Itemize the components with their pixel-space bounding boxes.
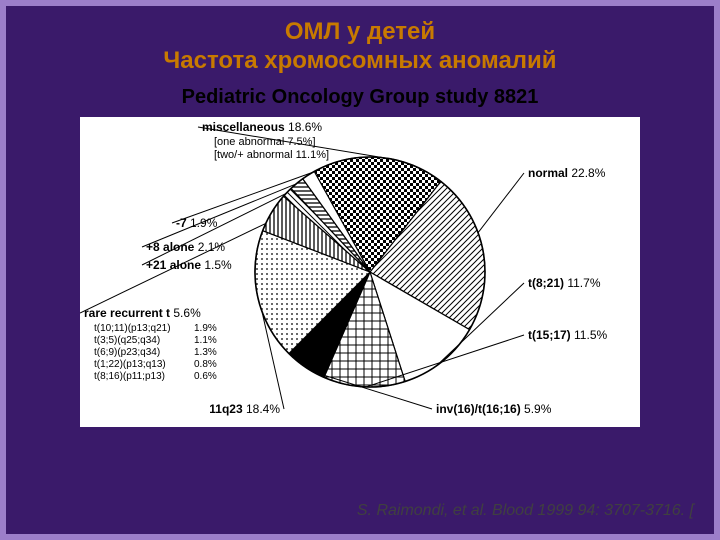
slide-subtitle: Pediatric Oncology Group study 8821 xyxy=(26,86,694,109)
label-plus8: +8 alone 2.1% xyxy=(146,240,225,254)
rare-subline-3: t(1;22)(p13;q13) xyxy=(94,359,166,370)
label-t8_21: t(8;21) 11.7% xyxy=(528,276,601,290)
label-misc: miscellaneous 18.6% xyxy=(202,120,322,134)
label-rare: rare recurrent t 5.6% xyxy=(84,306,201,320)
svg-text:0.6%: 0.6% xyxy=(194,371,217,382)
svg-text:1.9%: 1.9% xyxy=(194,323,217,334)
title-line2: Частота хромосомных аномалий xyxy=(163,47,556,74)
rare-subline-1: t(3;5)(q25;q34) xyxy=(94,335,160,346)
label-t15_17: t(15;17) 11.5% xyxy=(528,328,607,342)
label-inv16: inv(16)/t(16;16) 5.9% xyxy=(436,402,552,416)
pie-chart-area: normal 22.8% t(8;21) 11.7% t(15;17) 11.5% i… xyxy=(80,117,640,427)
slide-title: ОМЛ у детей Частота хромосомных аномалий xyxy=(26,18,694,76)
rare-subline-2: t(6;9)(p23;q34) xyxy=(94,347,160,358)
svg-text:1.1%: 1.1% xyxy=(194,335,217,346)
svg-text:1.3%: 1.3% xyxy=(194,347,217,358)
title-line1: ОМЛ у детей xyxy=(285,18,435,45)
svg-text:0.8%: 0.8% xyxy=(194,359,217,370)
citation: S. Raimondi, et al. Blood 1999 94: 3707-… xyxy=(357,502,694,520)
misc-subline-0: [one abnormal 7.5%] xyxy=(214,136,316,148)
slide: ОМЛ у детей Частота хромосомных аномалий… xyxy=(0,0,720,540)
label-11q23: 11q23 18.4% xyxy=(209,402,280,416)
label-normal: normal 22.8% xyxy=(528,166,606,180)
misc-subline-1: [two/+ abnormal 11.1%] xyxy=(214,149,329,161)
label-plus21: +21 alone 1.5% xyxy=(146,258,232,272)
label-minus7: -7 1.9% xyxy=(176,216,218,230)
rare-subline-4: t(8;16)(p11;p13) xyxy=(94,371,165,382)
rare-subline-0: t(10;11)(p13;q21) xyxy=(94,323,171,334)
